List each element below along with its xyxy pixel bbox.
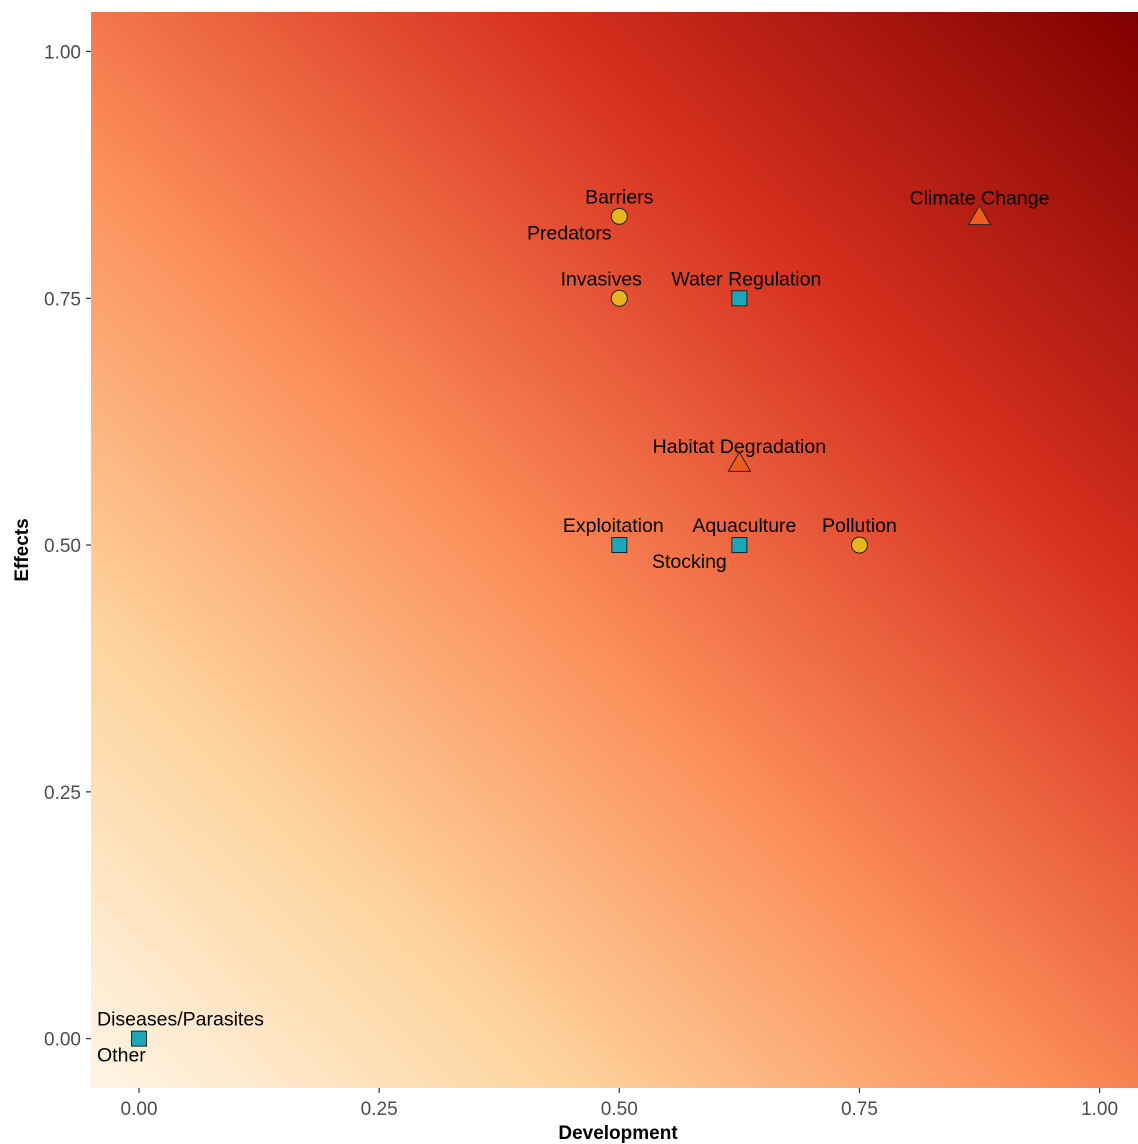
x-tick-label: 1.00 [1081,1099,1118,1120]
data-points [131,204,992,1047]
pollution-point [850,536,868,554]
point-label-climate-change: Climate Change [910,187,1050,209]
y-tick-label: 0.75 [44,289,81,310]
invasives-point [610,289,628,307]
aquaculture-point [731,537,748,554]
y-tick-label: 0.00 [44,1030,81,1051]
x-tick-label: 0.50 [601,1099,638,1120]
point-label-barriers: Barriers [585,186,654,208]
y-tick-label: 0.50 [44,536,81,557]
point-label-invasives: Invasives [561,268,643,290]
exploitation-point [611,537,628,554]
point-label-diseases-parasites: Diseases/Parasites [97,1009,264,1031]
x-tick-label: 0.00 [121,1099,158,1120]
point-label-pollution: Pollution [822,515,897,537]
habitat-degradation-point [727,451,752,472]
axes: 0.00 0.25 0.50 0.75 1.00 0.00 0.25 0.50 0.75 1.00 [44,42,1118,1120]
point-label-exploitation: Exploitation [563,515,664,537]
x-axis-title: Development [558,1123,678,1144]
point-labels: Barriers Predators Climate Change Invasives… [97,186,1049,1066]
point-label-water-regulation: Water Regulation [671,268,821,290]
diseases-parasites-point [131,1030,148,1047]
water-regulation-point [731,290,748,307]
point-label-stocking: Stocking [652,551,727,573]
point-label-habitat-degradation: Habitat Degradation [653,436,826,458]
climate-change-point [967,204,992,226]
point-label-other: Other [97,1045,146,1067]
point-label-predators: Predators [527,222,612,244]
x-tick-label: 0.25 [361,1099,398,1120]
y-tick-label: 1.00 [44,42,81,63]
barriers-point [610,207,628,225]
point-label-aquaculture: Aquaculture [692,515,796,537]
y-axis-title: Effects [12,518,33,581]
y-tick-label: 0.25 [44,783,81,804]
x-tick-label: 0.75 [841,1099,878,1120]
